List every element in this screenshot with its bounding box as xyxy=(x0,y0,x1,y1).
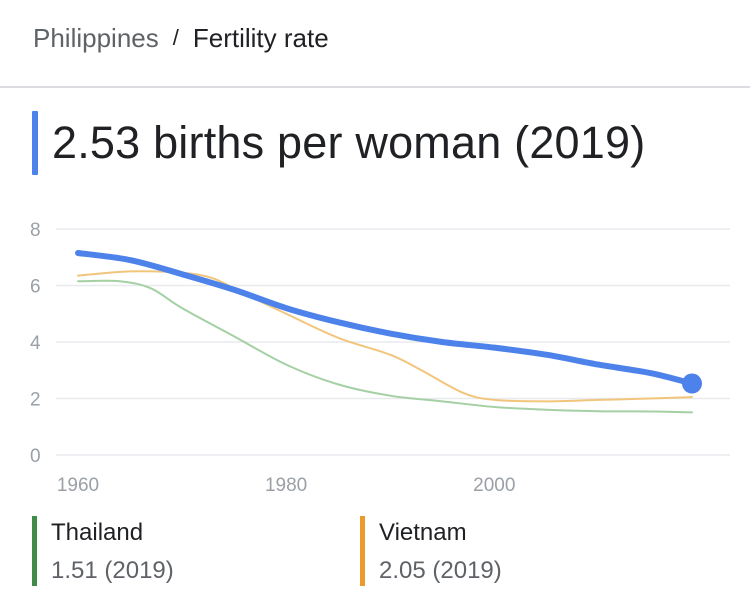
legend-swatch-thailand xyxy=(32,516,37,586)
legend-item-thailand[interactable]: Thailand 1.51 (2019) xyxy=(32,516,174,586)
headline-value: 2.53 births per woman (2019) xyxy=(52,117,646,168)
series-endpoint-philippines xyxy=(682,373,702,394)
legend-value-vietnam: 2.05 (2019) xyxy=(379,557,502,584)
legend-name-vietnam: Vietnam xyxy=(379,519,467,546)
y-tick-label: 4 xyxy=(30,333,41,354)
breadcrumb-separator: / xyxy=(172,25,179,50)
x-tick-label: 2000 xyxy=(473,475,515,496)
y-tick-label: 0 xyxy=(30,446,41,467)
series-line-philippines xyxy=(75,250,695,387)
breadcrumb-current: Fertility rate xyxy=(192,22,329,53)
headline-accent-bar xyxy=(32,111,38,175)
legend-swatch-vietnam xyxy=(360,516,365,586)
breadcrumb: Philippines / Fertility rate xyxy=(33,20,329,56)
y-tick-label: 8 xyxy=(30,220,41,241)
x-tick-label: 1980 xyxy=(265,475,307,496)
legend-value-thailand: 1.51 (2019) xyxy=(51,557,174,584)
legend-name-thailand: Thailand xyxy=(51,519,144,546)
legend-item-vietnam[interactable]: Vietnam 2.05 (2019) xyxy=(360,516,502,586)
series-line-thailand xyxy=(77,279,693,414)
breadcrumb-country-link[interactable]: Philippines xyxy=(33,22,159,53)
series-line-vietnam xyxy=(77,270,693,403)
y-tick-label: 6 xyxy=(30,277,41,298)
fertility-rate-chart[interactable]: 0 2 4 6 8 1960 1980 2000 xyxy=(0,205,750,505)
header-divider xyxy=(0,86,750,88)
x-tick-label: 1960 xyxy=(57,475,99,496)
y-tick-label: 2 xyxy=(30,390,41,411)
